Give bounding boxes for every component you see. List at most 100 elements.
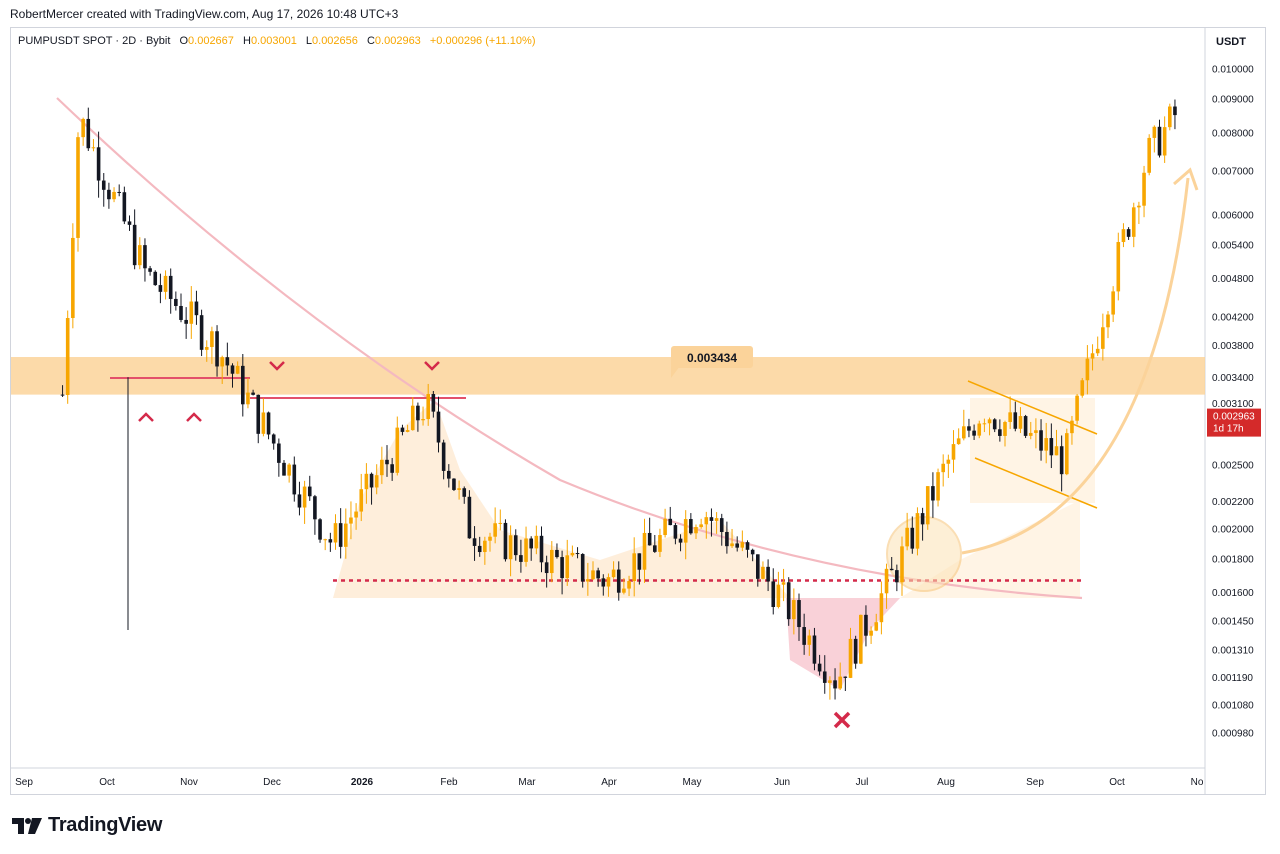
candle-body <box>889 568 894 571</box>
candle-body <box>457 488 461 490</box>
candle-body <box>318 519 322 540</box>
candle-body <box>807 635 812 645</box>
candle-body <box>750 549 755 555</box>
candle-body <box>1008 412 1012 423</box>
time-tick: Oct <box>1109 777 1125 788</box>
candle-body <box>519 555 523 562</box>
time-tick: May <box>683 777 702 788</box>
last-price-badge <box>1207 408 1261 437</box>
candle-body <box>549 549 554 574</box>
candle-body <box>1152 126 1157 138</box>
candle-body <box>220 357 224 367</box>
candle-body <box>704 517 709 525</box>
candle-body <box>60 394 65 396</box>
symbol-label[interactable]: PUMPUSDT SPOT · 2D · Bybit <box>18 35 171 47</box>
candle-body <box>817 663 822 672</box>
time-tick: Sep <box>15 777 33 788</box>
candle-body <box>189 301 194 324</box>
time-axis: Sep Oct Nov Dec 2026 Feb Mar Apr May Jun Jul Aug Sep… <box>15 777 1204 788</box>
candle-body <box>71 237 75 319</box>
candle-body <box>277 443 281 463</box>
candle-body <box>148 268 152 272</box>
candle-body <box>565 555 570 579</box>
candle-body <box>596 570 600 579</box>
time-tick: Jul <box>856 777 869 788</box>
candle-body <box>431 394 436 412</box>
candle-body <box>1059 446 1064 475</box>
candle-body <box>354 511 358 518</box>
last-price-countdown: 1d 17h <box>1213 424 1244 435</box>
candle-body <box>297 494 302 508</box>
candle-body <box>802 627 806 645</box>
candle-body <box>364 473 369 490</box>
candle-body <box>122 192 127 222</box>
price-tick: 0.001190 <box>1212 673 1253 684</box>
candle-body <box>735 543 739 548</box>
candle-body <box>271 434 276 444</box>
candles <box>60 99 1177 700</box>
candle-body <box>405 430 410 432</box>
candle-body <box>946 459 951 464</box>
candle-body <box>529 538 533 549</box>
candle-body <box>905 527 909 547</box>
candle-body <box>421 419 425 421</box>
candle-body <box>179 305 183 320</box>
candle-body <box>96 147 101 181</box>
candle-body <box>555 549 559 558</box>
candle-body <box>1013 412 1018 429</box>
candle-body <box>395 427 400 473</box>
candle-body <box>385 459 389 465</box>
low-label: L <box>305 35 313 47</box>
time-tick: Aug <box>937 777 955 788</box>
candle-body <box>725 531 729 547</box>
candle-body <box>462 488 467 497</box>
candle-body <box>884 568 889 594</box>
candle-body <box>91 147 96 149</box>
candle-body <box>168 275 173 299</box>
candle-body <box>838 676 842 689</box>
candle-body <box>282 462 286 476</box>
candle-body <box>694 527 698 534</box>
candle-body <box>477 545 482 553</box>
low-value: 0.002656 <box>312 35 358 47</box>
close-value: 0.002963 <box>374 35 421 47</box>
candle-body <box>1101 327 1105 349</box>
chart-credit: RobertMercer created with TradingView.co… <box>10 7 399 21</box>
high-label: H <box>242 35 251 47</box>
candle-body <box>1121 229 1126 243</box>
candle-body <box>1064 433 1069 475</box>
candle-body <box>1095 348 1100 354</box>
candle-body <box>931 486 935 501</box>
candle-body <box>400 427 405 432</box>
candle-body <box>349 517 353 524</box>
candle-body <box>730 543 734 547</box>
time-tick: Nov <box>180 777 198 788</box>
candle-body <box>776 584 781 607</box>
candle-body <box>426 394 430 420</box>
tradingview-logo: TradingView <box>12 814 162 837</box>
candle-body <box>1131 207 1136 237</box>
candle-body <box>380 459 384 476</box>
candle-body <box>663 518 667 536</box>
candle-body <box>493 523 497 537</box>
candle-body <box>488 536 492 541</box>
candle-body <box>65 318 70 395</box>
candle-body <box>874 622 879 631</box>
candle-body <box>678 538 683 543</box>
price-axis: 0.010000 0.009000 0.008000 0.007000 0.006000… <box>1212 65 1254 740</box>
candle-body <box>812 635 817 664</box>
candle-body <box>539 535 544 563</box>
candle-body <box>853 638 858 664</box>
candle-body <box>972 430 976 436</box>
candle-body <box>333 523 338 543</box>
candle-body <box>606 577 611 587</box>
candle-body <box>719 518 724 532</box>
time-tick: Apr <box>601 777 617 788</box>
price-tick: 0.004200 <box>1212 312 1254 323</box>
candle-body <box>622 588 626 593</box>
candle-body <box>302 486 307 508</box>
candle-body <box>1039 430 1043 451</box>
candle-body <box>117 191 121 193</box>
candle-body <box>822 671 827 683</box>
